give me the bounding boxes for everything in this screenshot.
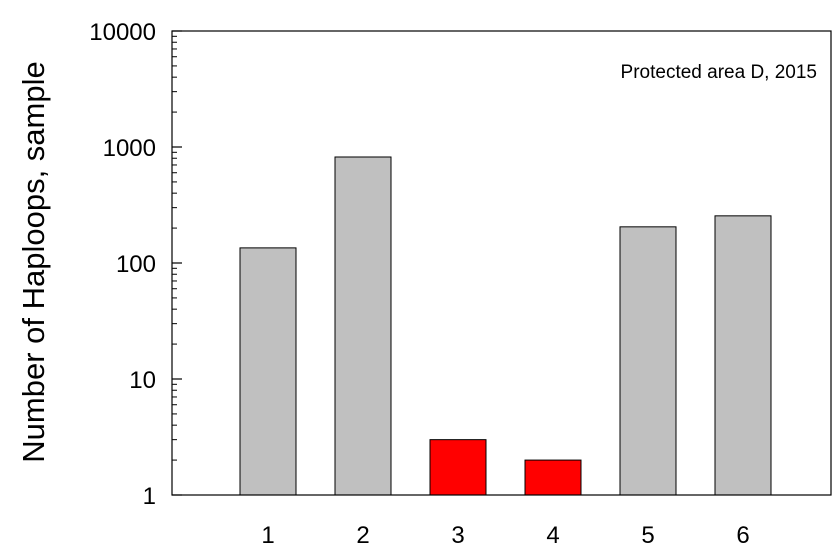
bar-3 [429,439,487,496]
x-tick-label-5: 5 [641,522,654,549]
bar-2 [334,156,392,496]
bar-5 [619,226,677,496]
x-tick-label-2: 2 [356,522,369,549]
bar-1 [239,247,297,496]
y-tick-label-10: 10 [129,367,156,394]
y-tick-label-1: 1 [143,483,156,510]
y-tick-label-100: 100 [116,251,156,278]
x-tick-label-4: 4 [546,522,559,549]
y-tick-label-10000: 10000 [89,19,156,46]
x-tick-label-1: 1 [261,522,274,549]
bar-6 [714,215,772,496]
y-axis-title: Number of Haploops, sample [16,61,51,462]
x-tick-label-3: 3 [451,522,464,549]
chart-annotation: Protected area D, 2015 [621,62,817,83]
x-tick-label-6: 6 [736,522,749,549]
plot-area: 1 2 3 4 5 6 1 10 100 1000 10000 [89,19,832,549]
bar-4 [524,459,582,496]
y-tick-label-1000: 1000 [103,135,156,162]
